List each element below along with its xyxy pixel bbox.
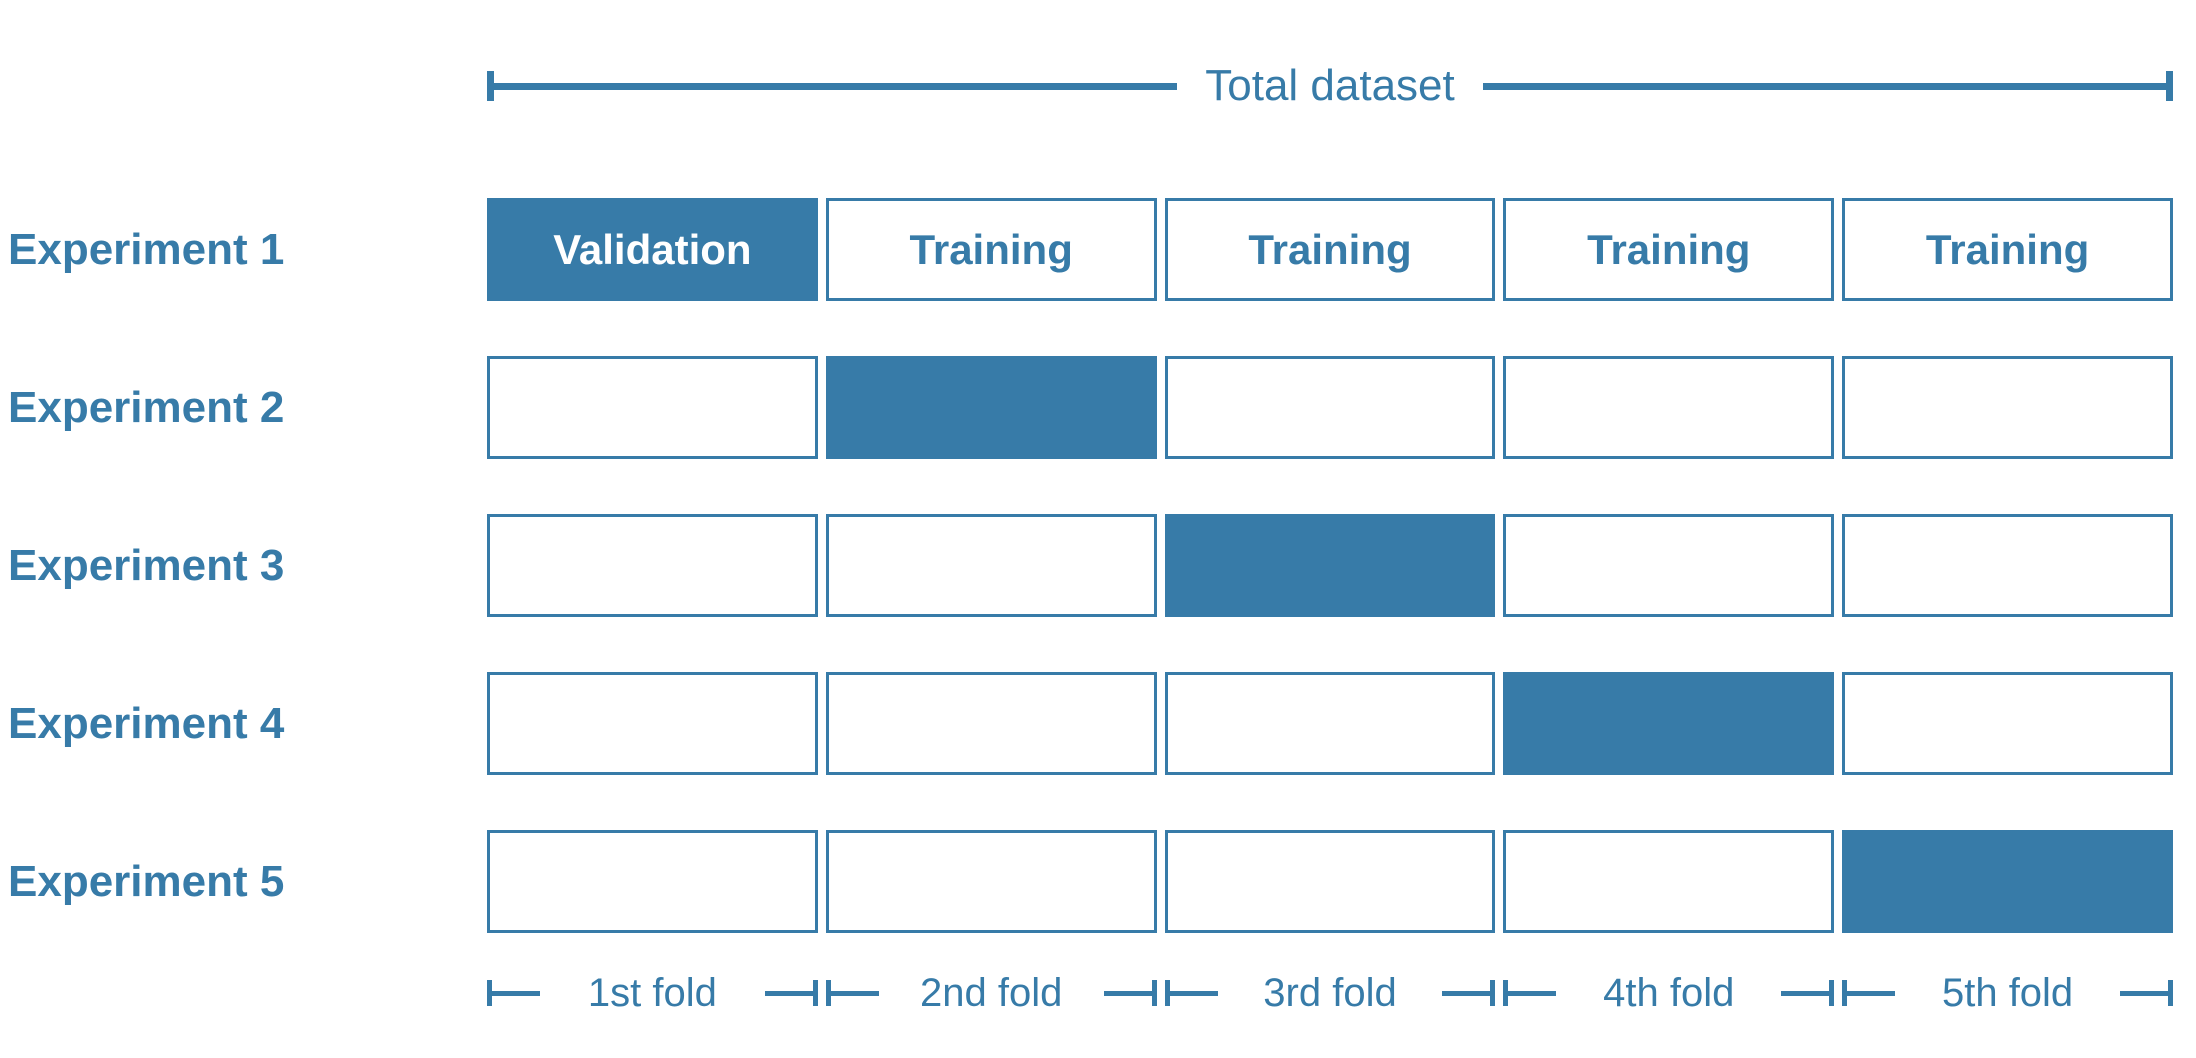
fold-cells bbox=[487, 830, 2173, 933]
fold-left-bracket-icon bbox=[825, 980, 879, 1006]
fold-cells bbox=[487, 356, 2173, 459]
fold-left-bracket-icon bbox=[1842, 980, 1896, 1006]
fold-box bbox=[825, 514, 1157, 617]
fold-left-bracket-icon bbox=[1503, 980, 1557, 1006]
fold-right-bracket-icon bbox=[1103, 980, 1157, 1006]
experiment-label: Experiment 1 bbox=[8, 224, 285, 274]
fold-box bbox=[825, 830, 1157, 933]
fold-box bbox=[487, 514, 818, 617]
fold-axis-item-1: 1st fold bbox=[487, 963, 818, 1023]
fold-box: Training bbox=[825, 198, 1157, 301]
fold-right-bracket-icon bbox=[764, 980, 818, 1006]
experiment-label: Experiment 4 bbox=[8, 698, 285, 748]
fold-box bbox=[1503, 514, 1835, 617]
fold-left-bracket-icon bbox=[1164, 980, 1218, 1006]
fold-box bbox=[1164, 672, 1496, 775]
experiment-label: Experiment 5 bbox=[8, 856, 285, 906]
fold-box bbox=[1503, 830, 1835, 933]
experiment-label: Experiment 3 bbox=[8, 540, 285, 590]
fold-box bbox=[825, 672, 1157, 775]
experiment-row-3: Experiment 3 bbox=[0, 514, 2196, 617]
bracket-right-line bbox=[1482, 82, 2166, 90]
fold-label: 2nd fold bbox=[920, 970, 1063, 1015]
bracket-left-tick bbox=[487, 71, 494, 101]
fold-box bbox=[1842, 514, 2173, 617]
fold-box bbox=[487, 356, 818, 459]
fold-box bbox=[487, 672, 818, 775]
fold-box bbox=[1842, 672, 2173, 775]
experiment-label: Experiment 2 bbox=[8, 382, 285, 432]
fold-box bbox=[1842, 830, 2173, 933]
fold-box: Validation bbox=[487, 198, 818, 301]
experiment-row-2: Experiment 2 bbox=[0, 356, 2196, 459]
fold-cells bbox=[487, 672, 2173, 775]
fold-label: 3rd fold bbox=[1263, 970, 1397, 1015]
fold-box: Training bbox=[1164, 198, 1496, 301]
fold-box bbox=[1164, 356, 1496, 459]
fold-label: 4th fold bbox=[1603, 970, 1735, 1015]
fold-box bbox=[1503, 672, 1835, 775]
fold-right-bracket-icon bbox=[1781, 980, 1835, 1006]
fold-box bbox=[825, 356, 1157, 459]
total-dataset-bracket: Total dataset bbox=[487, 60, 2173, 112]
fold-cells: Validation Training Training Training Tr… bbox=[487, 198, 2173, 301]
experiment-row-1: Experiment 1 Validation Training Trainin… bbox=[0, 198, 2196, 301]
fold-axis-item-3: 3rd fold bbox=[1164, 963, 1496, 1023]
fold-box bbox=[1164, 830, 1496, 933]
fold-box: Training bbox=[1503, 198, 1835, 301]
fold-cells bbox=[487, 514, 2173, 617]
fold-box bbox=[1164, 514, 1496, 617]
fold-axis-item-4: 4th fold bbox=[1503, 963, 1835, 1023]
fold-box bbox=[1842, 356, 2173, 459]
fold-right-bracket-icon bbox=[2119, 980, 2173, 1006]
experiment-rows: Experiment 1 Validation Training Trainin… bbox=[0, 198, 2196, 933]
fold-label: 1st fold bbox=[587, 970, 717, 1015]
fold-axis-item-5: 5th fold bbox=[1842, 963, 2173, 1023]
experiment-row-4: Experiment 4 bbox=[0, 672, 2196, 775]
fold-axis: 1st fold 2nd fold 3rd fold 4th fold 5th … bbox=[487, 963, 2173, 1023]
total-dataset-label: Total dataset bbox=[1205, 61, 1455, 110]
fold-right-bracket-icon bbox=[1442, 980, 1496, 1006]
fold-left-bracket-icon bbox=[487, 980, 540, 1006]
fold-axis-item-2: 2nd fold bbox=[825, 963, 1157, 1023]
fold-box bbox=[487, 830, 818, 933]
fold-box bbox=[1503, 356, 1835, 459]
fold-label: 5th fold bbox=[1941, 970, 2074, 1015]
experiment-row-5: Experiment 5 bbox=[0, 830, 2196, 933]
fold-box: Training bbox=[1842, 198, 2173, 301]
bracket-right-tick bbox=[2166, 71, 2173, 101]
bracket-left-line bbox=[494, 82, 1178, 90]
